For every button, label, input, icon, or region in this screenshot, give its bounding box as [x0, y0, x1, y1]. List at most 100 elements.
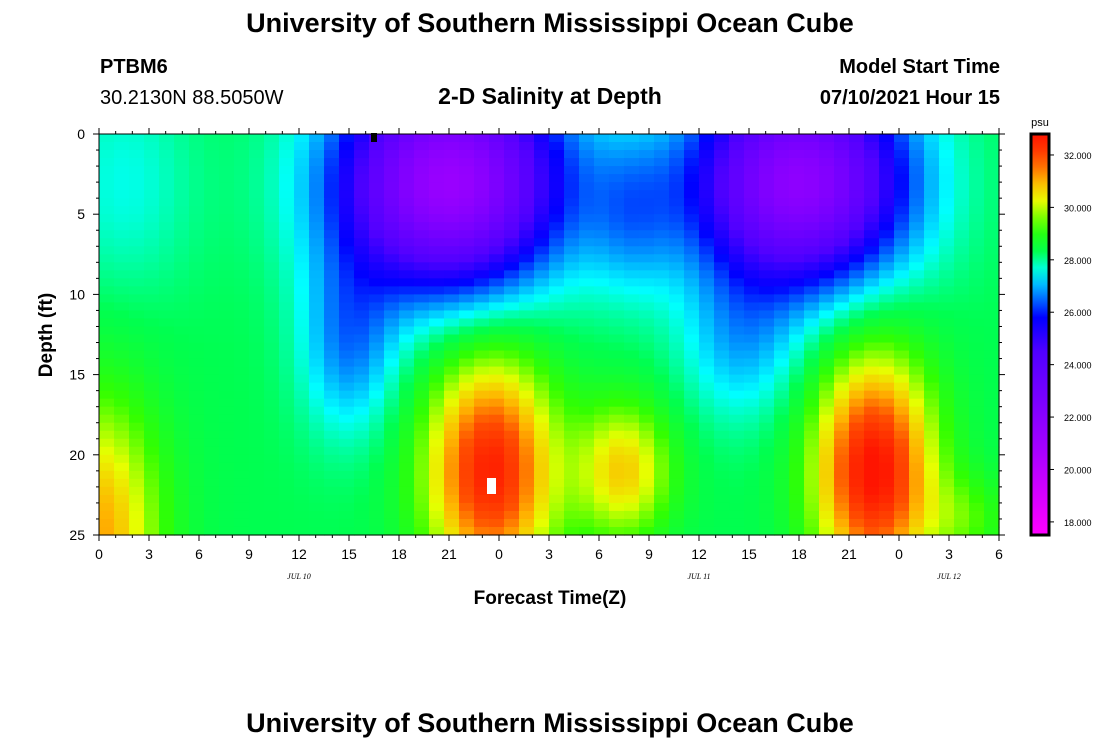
heatmap-cell [489, 414, 505, 424]
heatmap-cell [219, 502, 235, 512]
heatmap-cell [489, 382, 505, 392]
heatmap-cell [339, 238, 355, 247]
heatmap-cell [99, 206, 115, 215]
colorbar-tick-label: 24.000 [1064, 361, 1092, 371]
heatmap-cell [204, 454, 220, 464]
heatmap-cell [909, 334, 925, 344]
heatmap-cell [894, 374, 910, 384]
heatmap-cell [159, 270, 175, 279]
heatmap-cell [969, 166, 985, 175]
heatmap-cell [489, 342, 505, 352]
heatmap-cell [534, 134, 550, 143]
heatmap-cell [444, 518, 460, 528]
heatmap-cell [414, 326, 430, 336]
date-label: JUL 10 [287, 572, 311, 581]
heatmap-cell [264, 518, 280, 528]
heatmap-cell [864, 238, 880, 247]
heatmap-cell [849, 430, 865, 440]
heatmap-cell [129, 206, 145, 215]
heatmap-cell [144, 150, 160, 159]
heatmap-cell [864, 262, 880, 271]
heatmap-cell [99, 430, 115, 440]
heatmap-cell [969, 254, 985, 263]
heatmap-cell [339, 454, 355, 464]
heatmap-cell [399, 246, 415, 255]
heatmap-cell [399, 414, 415, 424]
heatmap-cell [114, 166, 130, 175]
heatmap-cell [819, 374, 835, 384]
heatmap-cell [204, 414, 220, 424]
heatmap-cell [189, 182, 205, 191]
heatmap-cell [324, 246, 340, 255]
heatmap-cell [384, 214, 400, 223]
heatmap-cell [744, 158, 760, 167]
heatmap-cell [414, 494, 430, 504]
heatmap-cell [174, 334, 190, 344]
heatmap-cell [399, 502, 415, 512]
heatmap-cell [174, 414, 190, 424]
heatmap-cell [219, 342, 235, 352]
heatmap-cell [414, 510, 430, 520]
heatmap-cell [504, 134, 520, 143]
heatmap-cell [669, 502, 685, 512]
heatmap-cell [129, 190, 145, 199]
heatmap-cell [384, 294, 400, 304]
heatmap-cell [759, 246, 775, 255]
heatmap-cell [759, 158, 775, 167]
heatmap-cell [294, 478, 310, 488]
heatmap-cell [249, 150, 265, 159]
heatmap-cell [219, 422, 235, 432]
heatmap-cell [894, 366, 910, 376]
heatmap-cell [474, 494, 490, 504]
heatmap-cell [969, 502, 985, 512]
heatmap-cell [249, 366, 265, 376]
heatmap-cell [324, 190, 340, 199]
heatmap-cell [414, 286, 430, 295]
heatmap-cell [249, 142, 265, 151]
heatmap-cell [264, 414, 280, 424]
heatmap-cell [789, 206, 805, 215]
heatmap-cell [684, 190, 700, 199]
heatmap-cell [99, 518, 115, 528]
heatmap-cell [654, 486, 670, 496]
heatmap-cell [864, 358, 880, 368]
heatmap-cell [339, 526, 355, 536]
heatmap-cell [549, 366, 565, 376]
heatmap-cell [699, 446, 715, 456]
heatmap-cell [939, 214, 955, 223]
heatmap-cell [939, 366, 955, 376]
heatmap-cell [744, 398, 760, 408]
heatmap-cell [159, 190, 175, 199]
heatmap-cell [384, 366, 400, 376]
heatmap-cell [324, 510, 340, 520]
heatmap-cell [429, 182, 445, 191]
heatmap-cell [609, 222, 625, 231]
heatmap-cell [594, 254, 610, 263]
heatmap-cell [834, 150, 850, 159]
heatmap-cell [99, 238, 115, 247]
heatmap-cell [429, 454, 445, 464]
heatmap-cell [354, 390, 370, 400]
heatmap-cell [894, 462, 910, 472]
heatmap-cell [939, 390, 955, 400]
heatmap-cell [204, 390, 220, 400]
heatmap-cell [804, 230, 820, 239]
heatmap-cell [924, 262, 940, 271]
heatmap-cell [249, 238, 265, 247]
heatmap-cell [444, 438, 460, 448]
heatmap-cell [639, 294, 655, 304]
heatmap-cell [924, 422, 940, 432]
heatmap-cell [879, 174, 895, 183]
heatmap-cell [324, 278, 340, 287]
heatmap-cell [309, 374, 325, 384]
heatmap-cell [114, 358, 130, 368]
heatmap-cell [714, 206, 730, 215]
heatmap-cell [339, 278, 355, 287]
heatmap-cell [624, 270, 640, 279]
heatmap-cell [879, 502, 895, 512]
heatmap-cell [159, 214, 175, 223]
heatmap-cell [564, 246, 580, 255]
heatmap-cell [504, 358, 520, 368]
heatmap-cell [639, 134, 655, 143]
heatmap-cell [684, 446, 700, 456]
